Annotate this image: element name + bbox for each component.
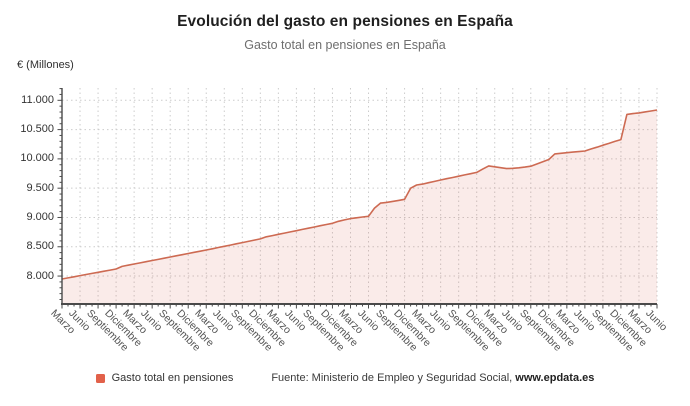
y-axis-tick-label: 10.500 xyxy=(20,123,54,136)
y-axis-tick-label: 9.500 xyxy=(26,181,54,194)
source-text: Fuente: Ministerio de Empleo y Seguridad… xyxy=(271,372,594,384)
y-axis-tick-label: 10.000 xyxy=(20,152,54,165)
y-axis-tick-label: 11.000 xyxy=(21,93,54,106)
series-line xyxy=(61,109,658,280)
legend-swatch xyxy=(95,373,105,383)
y-axis-unit-label: € (Millones) xyxy=(17,59,74,71)
series-area-fill xyxy=(62,110,657,304)
chart-footer: Gasto total en pensiones Fuente: Ministe… xyxy=(0,370,690,386)
y-axis-tick-label: 8.500 xyxy=(26,240,54,253)
legend-label: Gasto total en pensiones xyxy=(111,372,234,384)
y-axis-tick-label: 9.000 xyxy=(26,210,54,223)
source-prefix: Fuente: Ministerio de Empleo y Seguridad… xyxy=(271,372,516,384)
chart-title: Evolución del gasto en pensiones en Espa… xyxy=(177,13,513,30)
chart-subtitle: Gasto total en pensiones en España xyxy=(244,38,446,52)
y-axis-tick-label: 8.000 xyxy=(26,269,54,282)
source-site: www.epdata.es xyxy=(515,372,595,384)
